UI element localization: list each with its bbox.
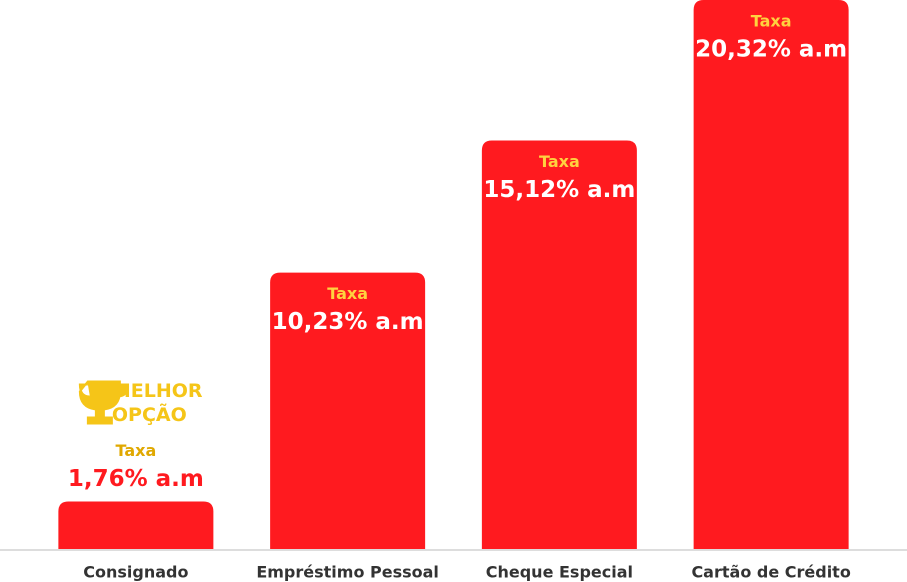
value-label: 20,32% a.m — [695, 37, 847, 63]
x-tick-label: Cartão de Crédito — [691, 563, 850, 582]
annotation: MELHOR — [112, 380, 203, 402]
bar — [270, 272, 426, 549]
value-label: 1,76% a.m — [68, 466, 204, 492]
value-label: 15,12% a.m — [483, 177, 635, 203]
bar — [58, 501, 214, 549]
x-tick-label: Empréstimo Pessoal — [256, 563, 439, 582]
bar-caption: Taxa — [115, 441, 156, 460]
bar-caption: Taxa — [539, 152, 580, 171]
bar-caption: Taxa — [751, 12, 792, 31]
bar — [693, 0, 849, 549]
x-tick-label: Cheque Especial — [486, 563, 633, 582]
value-label: 10,23% a.m — [272, 309, 424, 335]
bar — [481, 140, 637, 549]
bar-caption: Taxa — [327, 284, 368, 303]
annotation: OPÇÃO — [112, 402, 187, 426]
x-tick-label: Consignado — [83, 563, 188, 582]
trophy — [78, 380, 129, 425]
